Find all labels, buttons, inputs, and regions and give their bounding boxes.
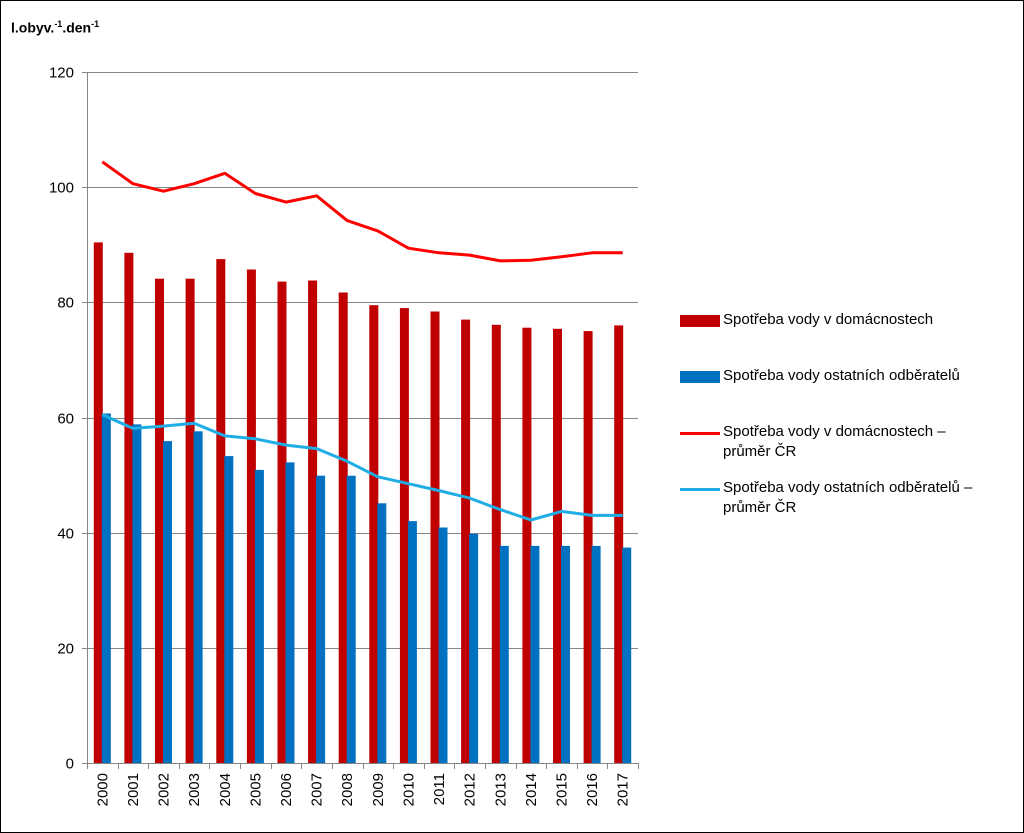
bar-other-2017 <box>622 547 632 763</box>
x-tick-label-2017: 2017 <box>615 773 632 806</box>
legend-label-domestic-avg: Spotřeba vody v domácnostech – průměr ČR <box>723 423 946 460</box>
legend-swatch-domestic-bar <box>680 315 720 327</box>
y-tick-label-100: 100 <box>49 180 74 197</box>
legend-swatch-domestic-avg-line <box>680 432 720 435</box>
bar-domestic-2004 <box>216 259 226 763</box>
bar-domestic-2013 <box>491 324 501 763</box>
bar-other-2006 <box>285 462 295 763</box>
x-tick-label-2013: 2013 <box>492 773 509 806</box>
bar-domestic-2008 <box>338 292 348 763</box>
y-axis-title-mid: .den <box>62 19 92 36</box>
x-tick-label-2007: 2007 <box>309 773 326 806</box>
bar-other-2001 <box>132 424 142 763</box>
bar-other-2015 <box>561 545 570 763</box>
bar-domestic-2001 <box>124 252 134 764</box>
y-tick-label-40: 40 <box>57 526 74 543</box>
line-other-avg <box>101 413 623 522</box>
bar-domestic-2003 <box>185 278 195 763</box>
x-tick-label-2010: 2010 <box>400 773 417 806</box>
y-axis-title-base: l.obyv. <box>11 19 55 36</box>
line-domestic-avg <box>101 160 623 263</box>
y-tick-label-120: 120 <box>49 65 74 82</box>
y-tick-label-80: 80 <box>57 295 74 312</box>
y-axis-title: l.obyv.-1.den-1 <box>11 19 99 36</box>
bar-domestic-2012 <box>461 319 471 763</box>
bar-other-2002 <box>163 441 172 763</box>
bar-domestic-2009 <box>369 305 379 763</box>
bar-domestic-2016 <box>583 331 593 763</box>
bar-domestic-2005 <box>246 269 256 763</box>
bar-other-2005 <box>254 469 264 763</box>
y-tick-label-60: 60 <box>57 411 74 428</box>
bar-other-2014 <box>530 545 540 763</box>
x-tick-label-2011: 2011 <box>431 773 448 805</box>
bar-other-2011 <box>438 527 448 763</box>
x-tick-label-2004: 2004 <box>217 773 234 806</box>
x-tick-label-2008: 2008 <box>339 773 356 806</box>
legend-swatch-other-bar <box>680 371 720 383</box>
x-tick-label-2009: 2009 <box>370 773 387 806</box>
x-tick-label-2002: 2002 <box>156 773 173 806</box>
y-tick-label-0: 0 <box>66 756 74 773</box>
bar-domestic-2000 <box>93 242 103 763</box>
bar-other-2007 <box>316 475 326 763</box>
bar-domestic-2006 <box>277 281 287 763</box>
legend-label-other: Spotřeba vody ostatních odběratelů <box>723 367 960 384</box>
bar-other-2013 <box>499 545 509 763</box>
bar-domestic-2007 <box>308 280 318 763</box>
x-tick-label-2003: 2003 <box>186 773 203 806</box>
x-tick-label-2015: 2015 <box>553 773 570 806</box>
bar-other-2016 <box>591 545 601 763</box>
x-tick-label-2006: 2006 <box>278 773 295 806</box>
y-axis-title-exponent-1: -1 <box>54 19 63 29</box>
bar-other-2012 <box>469 533 479 763</box>
x-tick-label-2005: 2005 <box>247 773 264 806</box>
legend-label-other-avg: Spotřeba vody ostatních odběratelů – prům… <box>723 479 973 516</box>
x-tick-label-2012: 2012 <box>462 773 479 806</box>
x-tick-label-2001: 2001 <box>125 773 142 806</box>
bar-domestic-2015 <box>553 328 562 763</box>
bar-domestic-2011 <box>430 311 440 763</box>
bar-other-2004 <box>224 456 234 763</box>
bar-domestic-2002 <box>155 278 164 763</box>
bar-other-2010 <box>407 521 417 763</box>
y-tick-label-20: 20 <box>57 641 74 658</box>
legend-label-domestic: Spotřeba vody v domácnostech <box>723 311 934 328</box>
legend-swatch-other-avg-line <box>680 488 720 491</box>
bar-domestic-2014 <box>522 327 532 763</box>
bar-domestic-2017 <box>614 325 624 763</box>
bar-other-2003 <box>193 431 203 763</box>
bar-other-2000 <box>101 413 111 763</box>
bar-other-2009 <box>377 503 387 763</box>
x-tick-label-2000: 2000 <box>94 773 111 806</box>
bar-domestic-2010 <box>399 308 409 763</box>
x-tick-label-2016: 2016 <box>584 773 601 806</box>
x-tick-label-2014: 2014 <box>523 773 540 806</box>
y-axis-title-exponent-2: -1 <box>91 19 100 29</box>
bar-other-2008 <box>346 475 356 763</box>
